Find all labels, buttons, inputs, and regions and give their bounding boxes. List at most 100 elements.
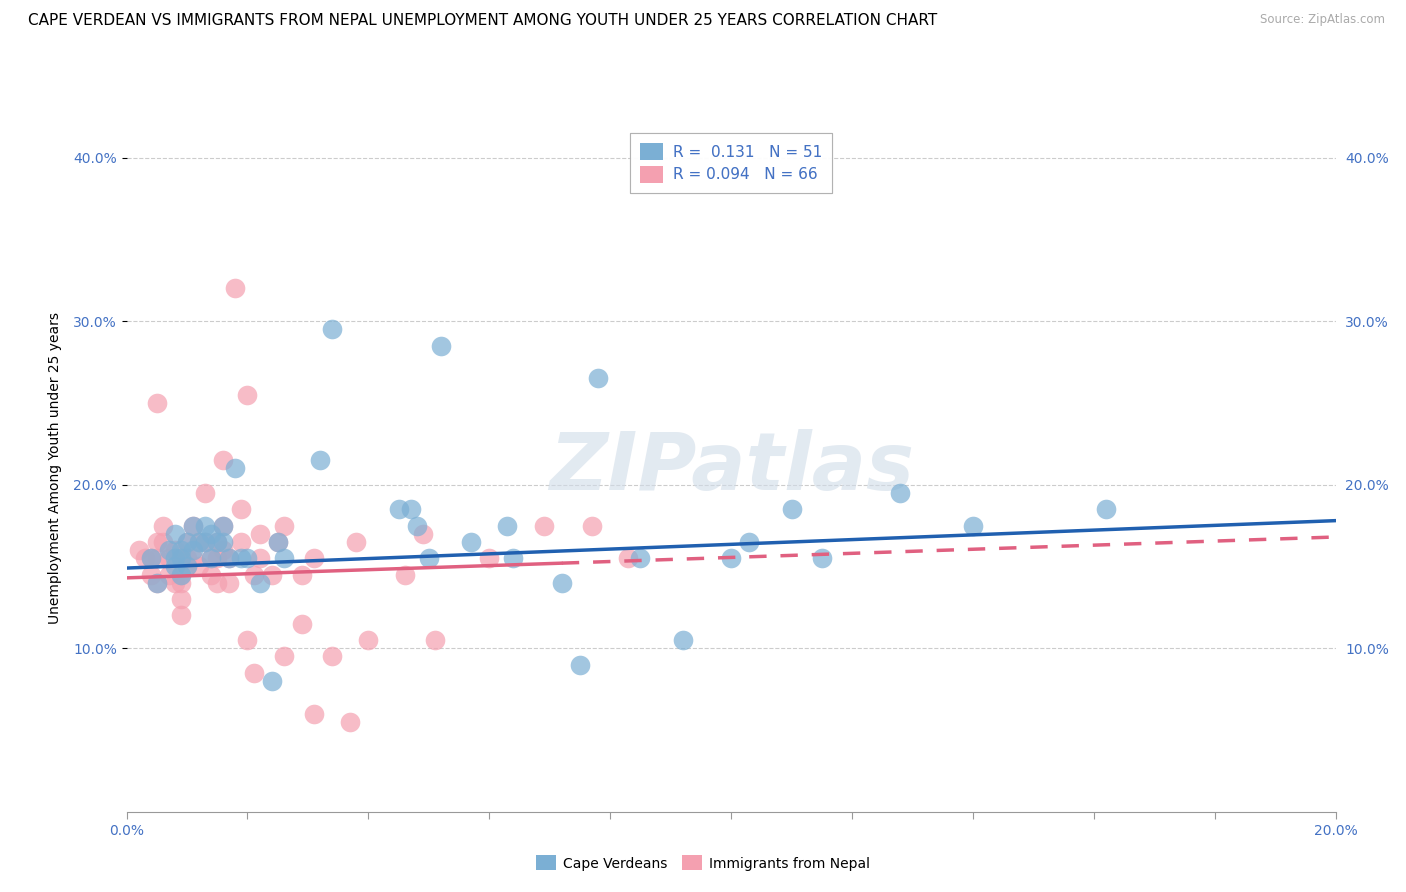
Point	[260, 567, 283, 582]
Point	[170, 567, 193, 582]
Point	[321, 649, 343, 664]
Point	[146, 575, 169, 590]
Point	[224, 461, 246, 475]
Point	[212, 534, 235, 549]
Point	[194, 518, 217, 533]
Point	[200, 567, 222, 582]
Point	[551, 575, 574, 590]
Point	[344, 534, 367, 549]
Point	[236, 633, 259, 648]
Point	[357, 633, 380, 648]
Point	[205, 534, 228, 549]
Point	[242, 567, 264, 582]
Point	[405, 518, 427, 533]
Point	[188, 534, 211, 549]
Point	[617, 551, 640, 566]
Point	[194, 534, 217, 549]
Point	[205, 534, 228, 549]
Point	[249, 526, 271, 541]
Point	[170, 592, 193, 607]
Point	[249, 575, 271, 590]
Point	[152, 518, 174, 533]
Point	[218, 551, 240, 566]
Point	[176, 559, 198, 574]
Point	[720, 551, 742, 566]
Point	[249, 551, 271, 566]
Point	[163, 559, 186, 574]
Point	[260, 673, 283, 688]
Point	[212, 518, 235, 533]
Point	[460, 534, 482, 549]
Point	[586, 371, 609, 385]
Point	[181, 551, 204, 566]
Point	[157, 567, 180, 582]
Point	[218, 551, 240, 566]
Point	[394, 567, 416, 582]
Point	[533, 518, 555, 533]
Point	[273, 518, 295, 533]
Point	[128, 543, 150, 558]
Point	[273, 649, 295, 664]
Point	[672, 633, 695, 648]
Point	[267, 534, 290, 549]
Point	[236, 551, 259, 566]
Legend: Cape Verdeans, Immigrants from Nepal: Cape Verdeans, Immigrants from Nepal	[530, 850, 876, 876]
Point	[224, 281, 246, 295]
Point	[139, 551, 162, 566]
Point	[780, 502, 803, 516]
Point	[170, 567, 193, 582]
Point	[163, 575, 186, 590]
Text: Source: ZipAtlas.com: Source: ZipAtlas.com	[1260, 13, 1385, 27]
Point	[188, 559, 211, 574]
Point	[267, 534, 290, 549]
Point	[205, 575, 228, 590]
Point	[146, 551, 169, 566]
Point	[388, 502, 411, 516]
Point	[157, 551, 180, 566]
Point	[321, 322, 343, 336]
Point	[200, 551, 222, 566]
Point	[139, 551, 162, 566]
Point	[212, 518, 235, 533]
Point	[1095, 502, 1118, 516]
Text: CAPE VERDEAN VS IMMIGRANTS FROM NEPAL UNEMPLOYMENT AMONG YOUTH UNDER 25 YEARS CO: CAPE VERDEAN VS IMMIGRANTS FROM NEPAL UN…	[28, 13, 938, 29]
Point	[181, 543, 204, 558]
Point	[181, 518, 204, 533]
Point	[478, 551, 501, 566]
Point	[568, 657, 592, 672]
Text: ZIPatlas: ZIPatlas	[548, 429, 914, 508]
Point	[273, 551, 295, 566]
Point	[502, 551, 524, 566]
Point	[170, 575, 193, 590]
Point	[418, 551, 440, 566]
Point	[200, 551, 222, 566]
Y-axis label: Unemployment Among Youth under 25 years: Unemployment Among Youth under 25 years	[48, 312, 62, 624]
Legend: R =  0.131   N = 51, R = 0.094   N = 66: R = 0.131 N = 51, R = 0.094 N = 66	[630, 133, 832, 194]
Point	[194, 485, 217, 500]
Point	[399, 502, 422, 516]
Point	[170, 543, 193, 558]
Point	[170, 608, 193, 623]
Point	[163, 551, 186, 566]
Point	[339, 714, 361, 729]
Point	[962, 518, 984, 533]
Point	[139, 567, 162, 582]
Point	[146, 534, 169, 549]
Point	[194, 534, 217, 549]
Point	[242, 665, 264, 680]
Point	[291, 616, 314, 631]
Point	[430, 338, 453, 352]
Point	[889, 485, 911, 500]
Point	[176, 559, 198, 574]
Point	[146, 575, 169, 590]
Point	[231, 502, 253, 516]
Point	[423, 633, 446, 648]
Point	[231, 551, 253, 566]
Point	[738, 534, 761, 549]
Point	[163, 526, 186, 541]
Point	[231, 534, 253, 549]
Point	[152, 534, 174, 549]
Point	[630, 551, 652, 566]
Point	[212, 543, 235, 558]
Point	[188, 534, 211, 549]
